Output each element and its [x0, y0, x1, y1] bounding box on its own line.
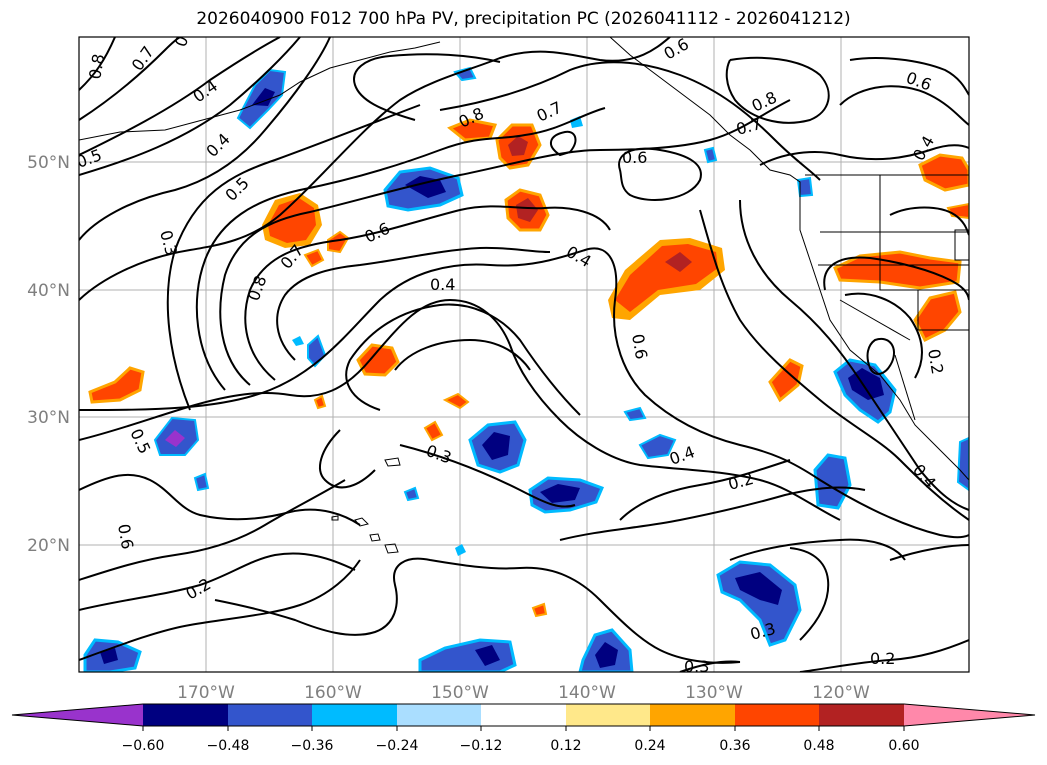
anomaly-patch [703, 146, 718, 164]
lon-label: 170°W [177, 683, 235, 703]
lon-label: 140°W [558, 683, 616, 703]
lon-label: 120°W [812, 683, 870, 703]
anomaly-patch [193, 472, 210, 492]
anomaly-patch [403, 486, 420, 502]
anomaly-patch [608, 238, 725, 320]
latitude-labels: 50°N 40°N 30°N 20°N [27, 153, 70, 556]
colorbar-tick: −0.12 [460, 738, 503, 754]
colorbar-tick: 0.24 [634, 738, 665, 754]
negative-anomaly-patches [83, 66, 969, 672]
contour-label: 0.6 [622, 148, 647, 167]
anomaly-patch [356, 343, 400, 377]
colorbar: −0.60 −0.48 −0.36 −0.24 −0.12 0.12 0.24 … [11, 703, 1036, 754]
colorbar-tick: 0.36 [719, 738, 750, 754]
coastline [79, 37, 969, 554]
lat-label: 30°N [27, 408, 70, 428]
colorbar-segment [143, 704, 228, 726]
colorbar-tick: 0.48 [803, 738, 834, 754]
contour-label: 0.6 [628, 332, 651, 360]
colorbar-over-arrow [904, 704, 1035, 726]
anomaly-patch [423, 420, 444, 442]
anomaly-patch [531, 602, 548, 618]
contour-label: 0.2 [870, 649, 895, 668]
anomaly-patch [638, 433, 677, 460]
anomaly-patch [570, 116, 583, 128]
anomaly-patch [455, 544, 466, 556]
colorbar-tick: −0.60 [122, 738, 165, 754]
colorbar-segment [735, 704, 819, 726]
colorbar-under-arrow [12, 704, 143, 726]
colorbar-tick: −0.36 [291, 738, 334, 754]
contour-label: 0.8 [85, 52, 108, 80]
colorbar-tick: 0.12 [550, 738, 581, 754]
colorbar-segment [819, 704, 904, 726]
anomaly-patch [623, 406, 647, 422]
anomaly-patch [956, 436, 969, 492]
anomaly-patch [236, 68, 287, 130]
anomaly-patch [716, 560, 802, 647]
colorbar-segment [566, 704, 650, 726]
anomaly-patch [813, 453, 852, 510]
anomaly-patch [418, 638, 517, 672]
anomaly-patch [504, 188, 550, 232]
colorbar-segment [312, 704, 397, 726]
anomaly-patch [913, 290, 962, 343]
anomaly-patch [83, 638, 142, 672]
anomaly-patch [153, 416, 200, 456]
anomaly-patch [447, 118, 498, 142]
lon-label: 150°W [431, 683, 489, 703]
colorbar-tick: −0.24 [376, 738, 419, 754]
lat-label: 40°N [27, 281, 70, 301]
pv-contours [79, 37, 969, 672]
colorbar-segment [481, 704, 566, 726]
anomaly-patch [768, 358, 804, 403]
colorbar-tick: −0.48 [207, 738, 250, 754]
colorbar-tick: 0.60 [888, 738, 919, 754]
anomaly-patch [327, 230, 350, 254]
lat-label: 50°N [27, 153, 70, 173]
anomaly-patch [796, 176, 814, 198]
positive-anomaly-patches [88, 118, 969, 618]
anomaly-patch [453, 66, 477, 82]
map-border [78, 36, 970, 673]
colorbar-segment [650, 704, 735, 726]
anomaly-patch [303, 248, 325, 268]
contour-label: 0.6 [114, 522, 137, 550]
anomaly-patch [262, 193, 322, 248]
anomaly-patch [442, 392, 470, 410]
colorbar-segment [228, 704, 312, 726]
anomaly-patch [468, 420, 527, 474]
lon-label: 160°W [304, 683, 362, 703]
map-title: 2026040900 F012 700 hPa PV, precipitatio… [196, 9, 851, 29]
colorbar-segment [397, 704, 481, 726]
anomaly-patch [578, 628, 634, 672]
anomaly-patch [495, 123, 542, 170]
anomaly-patch [88, 366, 145, 404]
lon-label: 130°W [685, 683, 743, 703]
longitude-labels: 170°W 160°W 150°W 140°W 130°W 120°W [177, 683, 870, 703]
contour-label: 0.3 [684, 657, 709, 676]
lat-label: 20°N [27, 536, 70, 556]
contour-label: 0.2 [924, 347, 947, 375]
anomaly-patch [313, 394, 327, 410]
anomaly-patch [918, 153, 969, 192]
anomaly-patch [292, 336, 304, 346]
contour-label: 0.4 [430, 275, 455, 294]
